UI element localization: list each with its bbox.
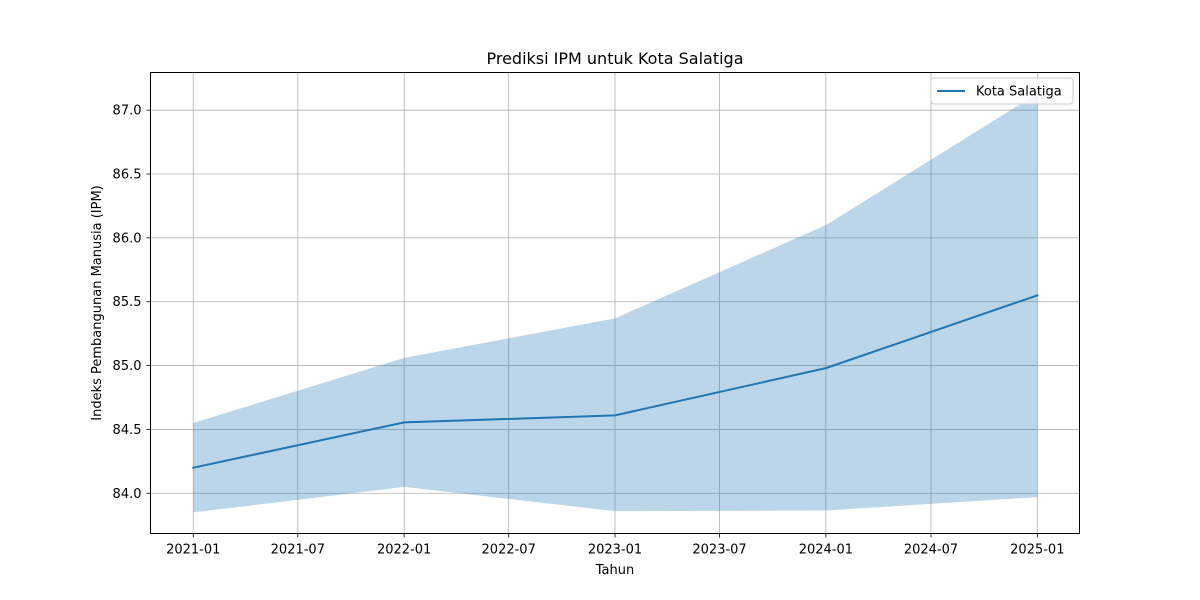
legend: Kota Salatiga [930,77,1074,105]
x-tick-label: 2024-07 [904,543,958,558]
chart-title: Prediksi IPM untuk Kota Salatiga [486,49,743,68]
x-tick-label: 2023-07 [692,543,746,558]
y-axis-label: Indeks Pembangunan Manusia (IPM) [90,185,105,421]
y-tick-label: 84.0 [113,487,142,502]
confidence-band [193,93,1038,513]
x-tick-label: 2021-01 [166,543,220,558]
legend-box [930,77,1074,105]
x-tick-label: 2023-01 [588,543,642,558]
x-tick-label: 2021-07 [271,543,325,558]
y-axis-ticks: 84.0 84.5 85.0 85.5 86.0 86.5 87.0 [113,104,151,502]
y-tick-label: 86.5 [113,168,142,183]
legend-label: Kota Salatiga [976,85,1062,100]
y-tick-label: 84.5 [113,423,142,438]
y-tick-label: 87.0 [113,104,142,119]
confidence-band-layer [193,93,1038,513]
x-tick-label: 2024-01 [799,543,853,558]
y-tick-label: 86.0 [113,231,142,246]
series-line [192,294,1039,469]
x-axis-ticks: 2021-01 2021-07 2022-01 2022-07 2023-01 2023-… [166,533,1064,558]
y-tick-label: 85.0 [113,359,142,374]
y-tick-label: 85.5 [113,295,142,310]
x-axis-label: Tahun [595,563,634,578]
x-tick-label: 2025-01 [1010,543,1064,558]
series-layer [192,294,1039,469]
x-tick-label: 2022-01 [377,543,431,558]
grid [150,72,1080,534]
x-tick-label: 2022-07 [482,543,536,558]
